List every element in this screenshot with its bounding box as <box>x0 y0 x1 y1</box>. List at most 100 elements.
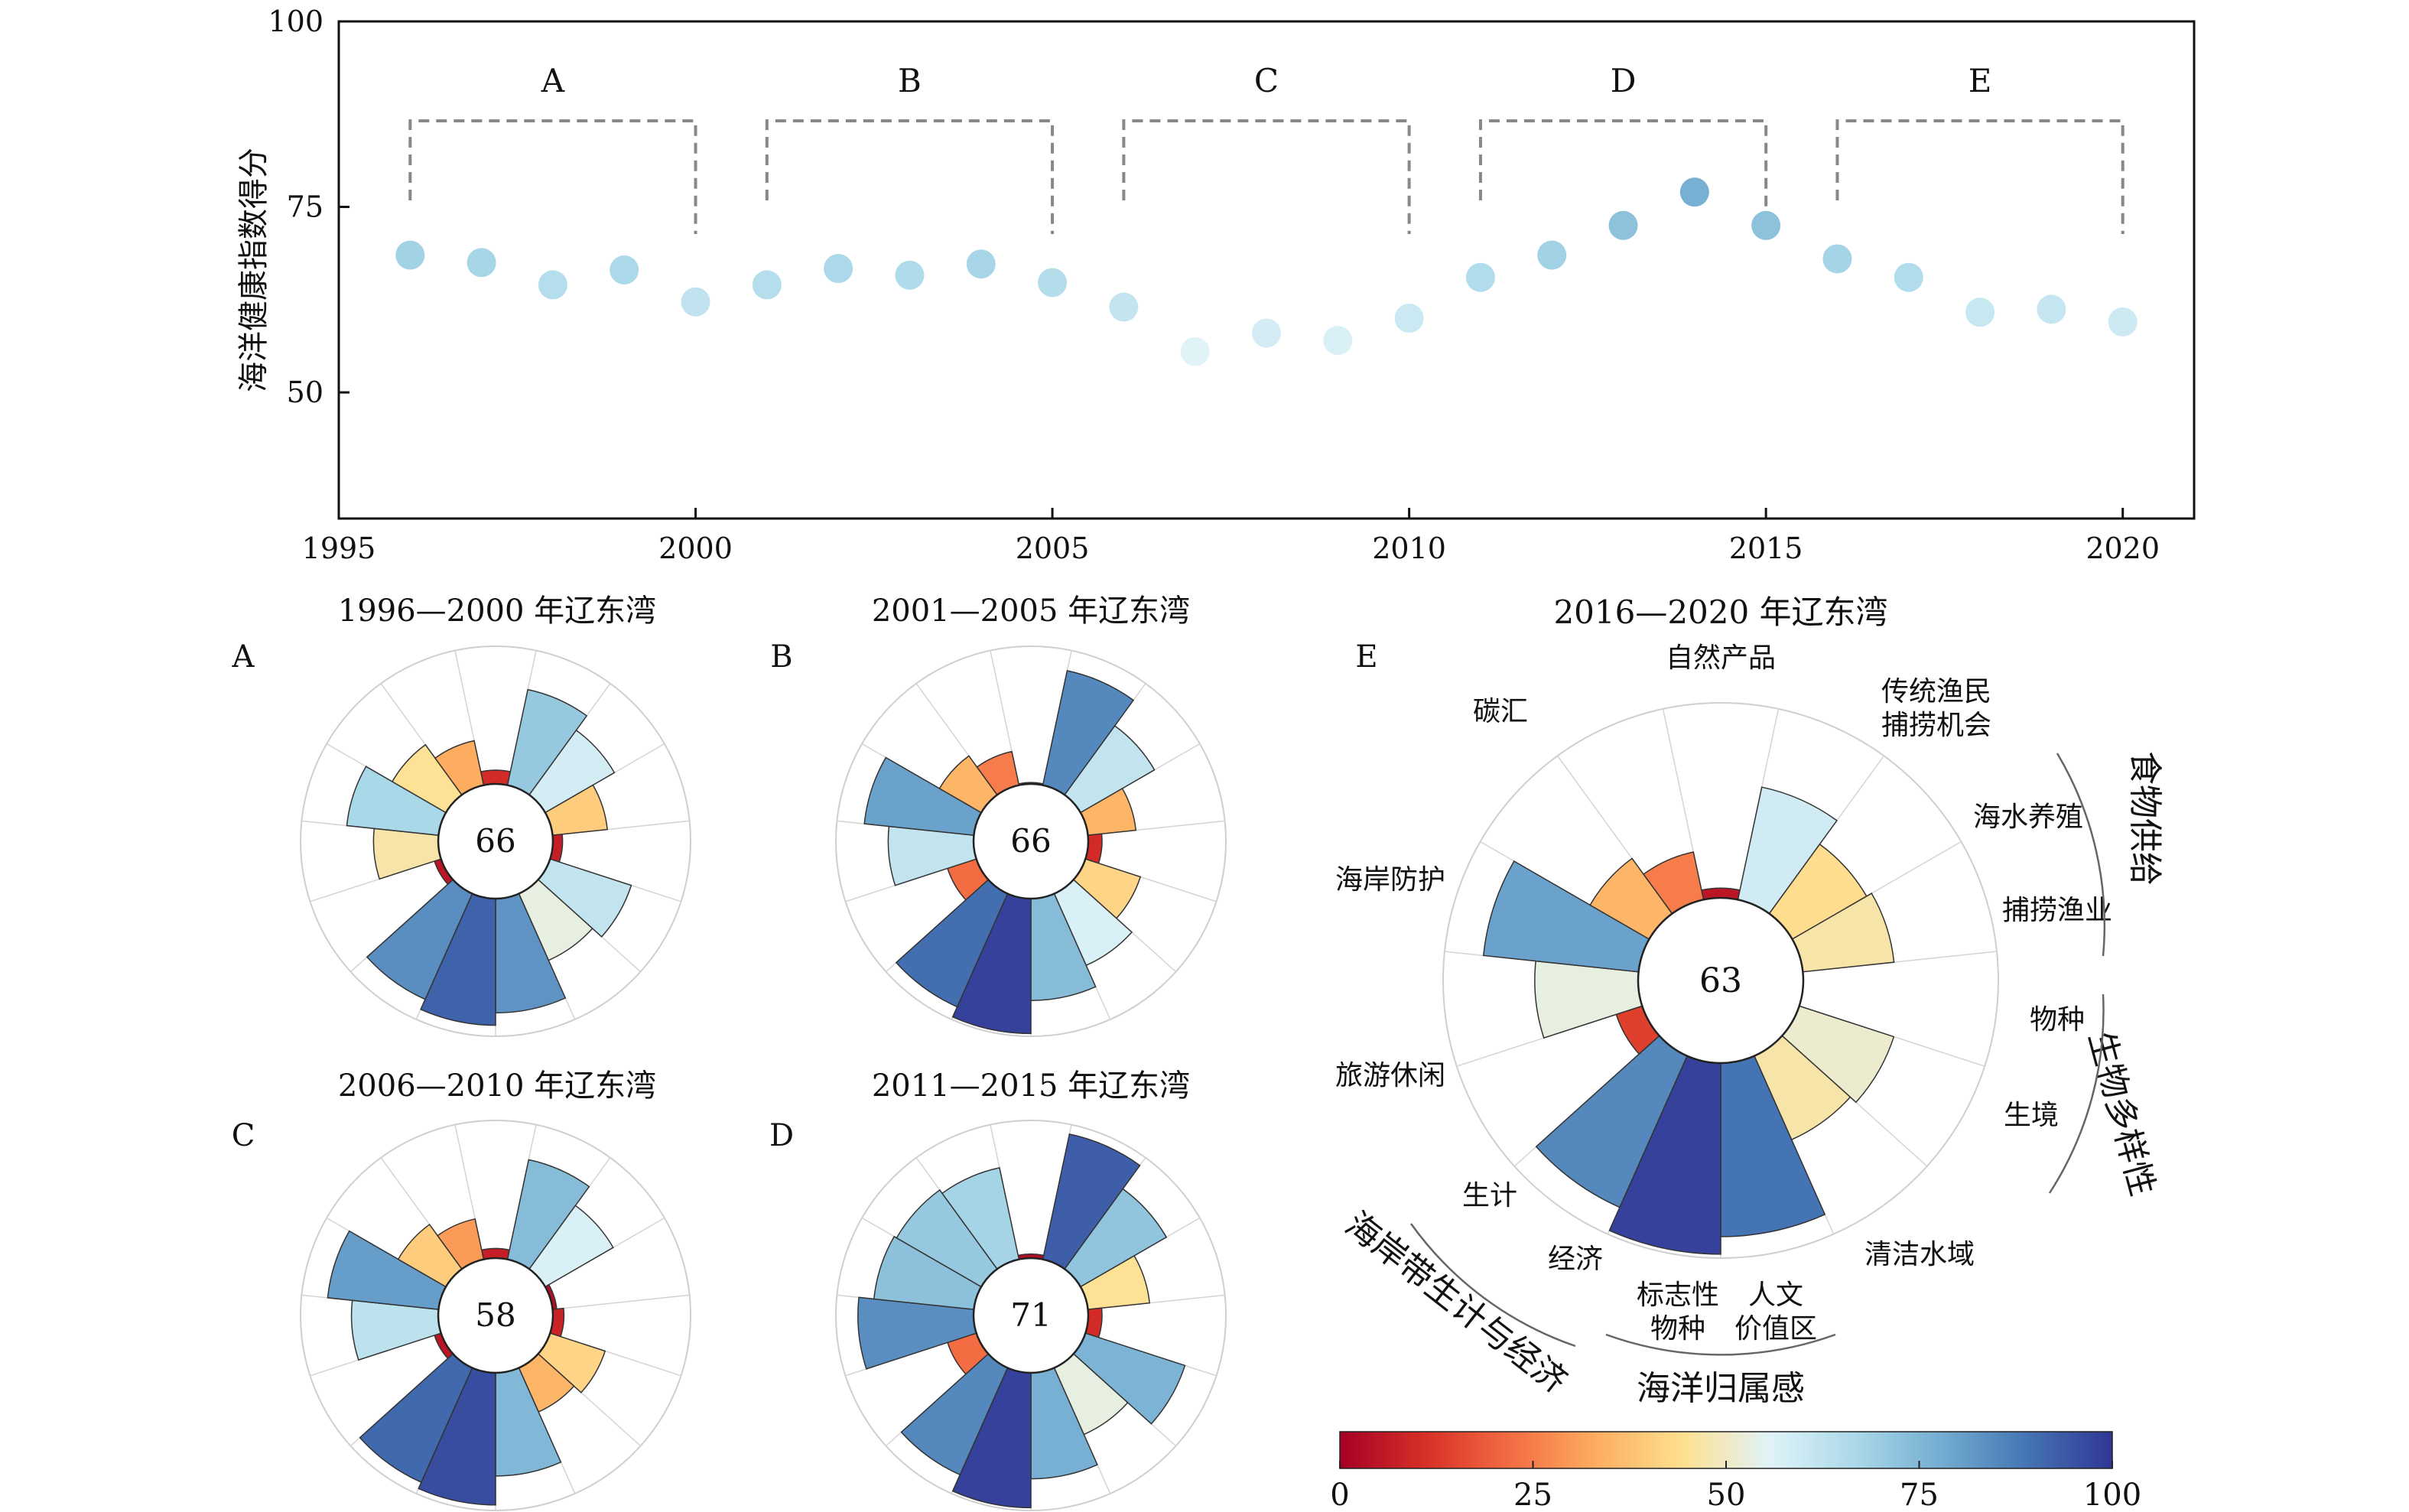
group-label: 生物多样性 <box>2081 1027 2162 1200</box>
polar-panel-e: 2016—2020 年辽东湾 E 63 自然产品传统渔民捕捞机会海水养殖捕捞渔业物种生… <box>1335 593 2164 1408</box>
group-label: 海洋归属感 <box>1637 1369 1805 1408</box>
x-tick-label: 1995 <box>302 532 376 565</box>
sector-label: 物种 <box>2030 1004 2085 1036</box>
score-point <box>395 240 425 270</box>
sector-label: 碳汇 <box>1473 696 1528 727</box>
sector-label: 旅游休闲 <box>1335 1060 1445 1091</box>
score-point <box>895 260 925 290</box>
polar-center <box>972 1257 1090 1374</box>
sector-label: 海水养殖 <box>1973 802 2083 833</box>
polar-panel-title: 2001—2005 年辽东湾 <box>872 593 1190 629</box>
polar-center-score: 58 <box>475 1296 515 1334</box>
sector-label: 传统渔民捕捞机会 <box>1881 676 1991 741</box>
sector-label: 生境 <box>2004 1100 2059 1131</box>
sector-label: 生计 <box>1462 1180 1517 1211</box>
polar-panel-c: 2006—2010 年辽东湾 C 58 <box>232 1068 691 1511</box>
score-point <box>1394 304 1424 333</box>
polar-panel-letter: D <box>769 1118 794 1153</box>
score-point <box>1751 210 1781 240</box>
score-point <box>1465 262 1495 292</box>
score-points <box>395 177 2138 366</box>
polar-center <box>437 1257 554 1374</box>
polar-center <box>1637 896 1805 1065</box>
polar-grid-line <box>552 1294 690 1310</box>
x-tick-label: 2000 <box>658 532 733 565</box>
period-label: D <box>1611 62 1637 99</box>
score-point <box>538 270 567 300</box>
sector-label: 经济 <box>1548 1244 1603 1275</box>
polar-panel-title: 1996—2000 年辽东湾 <box>338 593 656 629</box>
polar-panel-title: 2016—2020 年辽东湾 <box>1553 593 1887 631</box>
y-axis-label: 海洋健康指数得分 <box>236 148 271 392</box>
sector-label: 海岸防护 <box>1335 864 1445 896</box>
polar-bar <box>372 828 442 880</box>
score-point <box>1180 337 1210 366</box>
x-tick-label: 2015 <box>1729 532 1803 565</box>
group-arc <box>2056 753 2106 957</box>
colorbar-tick-label: 75 <box>1900 1478 1939 1512</box>
period-label: E <box>1968 62 1992 99</box>
score-point <box>1323 326 1353 356</box>
period-label: C <box>1254 62 1279 99</box>
polar-panel-letter: A <box>232 639 255 675</box>
polar-bar <box>350 1299 442 1361</box>
sector-label: 清洁水域 <box>1864 1239 1975 1270</box>
polar-panel-letter: C <box>232 1118 255 1153</box>
score-point <box>681 287 710 317</box>
polar-center-score: 66 <box>475 822 515 860</box>
polar-panel-title: 2006—2010 年辽东湾 <box>338 1068 656 1104</box>
polar-bar <box>480 769 512 786</box>
polar-panel-title: 2011—2015 年辽东湾 <box>872 1068 1190 1104</box>
x-tick-label: 2020 <box>2086 532 2160 565</box>
polar-center-score: 66 <box>1010 822 1051 860</box>
group-arc <box>1605 1333 1836 1356</box>
score-point <box>1894 262 1923 292</box>
group-arc <box>2048 993 2105 1194</box>
sector-label: 标志性物种 <box>1637 1280 1719 1345</box>
sector-label: 自然产品 <box>1666 642 1776 674</box>
group-label: 食物供给 <box>2125 751 2164 886</box>
score-point <box>1965 298 1995 327</box>
score-point <box>752 270 782 300</box>
score-point <box>1608 210 1638 240</box>
group-label: 海岸带生计与经济 <box>1338 1205 1575 1401</box>
polar-panels: 1996—2000 年辽东湾 A 66 2001—2005 年辽东湾 B 66 2006—2… <box>232 593 2164 1511</box>
score-point <box>1679 177 1709 207</box>
score-point <box>610 255 639 285</box>
polar-center-score: 71 <box>1010 1296 1051 1334</box>
polar-panel-letter: E <box>1355 639 1377 675</box>
score-point <box>1109 292 1139 322</box>
score-point <box>1038 268 1068 298</box>
y-tick-label: 100 <box>268 5 323 38</box>
y-tick-label: 50 <box>287 376 323 409</box>
score-point <box>2108 307 2138 337</box>
scatter-axes: 1995 2000 2005 2010 2015 2020 50 75 100 <box>268 5 2160 565</box>
score-point <box>824 254 853 284</box>
polar-center <box>437 782 554 900</box>
polar-center <box>972 782 1090 900</box>
period-label: B <box>898 62 922 99</box>
score-point <box>966 249 996 279</box>
score-point <box>1537 240 1567 270</box>
x-tick-label: 2010 <box>1372 532 1446 565</box>
period-bracket <box>1122 119 1411 234</box>
score-point <box>467 248 496 278</box>
colorbar-tick-label: 100 <box>2083 1478 2141 1512</box>
scatter-plot-frame <box>337 20 2196 520</box>
colorbar-tick-label: 25 <box>1513 1478 1552 1512</box>
polar-panel-a: 1996—2000 年辽东湾 A 66 <box>232 593 691 1037</box>
sector-label: 捕捞渔业 <box>2002 895 2112 926</box>
period-bracket <box>1478 119 1768 234</box>
colorbar: 0 25 50 75 100 <box>1330 1431 2141 1512</box>
sector-label: 人文价值区 <box>1734 1280 1817 1345</box>
polar-panel-b: 2001—2005 年辽东湾 B 66 <box>770 593 1227 1037</box>
polar-center-score: 63 <box>1699 961 1742 1000</box>
period-bracket <box>765 119 1055 234</box>
score-point <box>1822 244 1852 274</box>
scatter-panel: 海洋健康指数得分 1995 2000 2005 2010 2015 2020 50 75 100… <box>236 5 2196 565</box>
colorbar-tick-label: 0 <box>1330 1478 1349 1512</box>
group-arc <box>1409 1223 1576 1348</box>
period-label: A <box>541 62 565 99</box>
polar-panel-letter: B <box>770 639 792 675</box>
